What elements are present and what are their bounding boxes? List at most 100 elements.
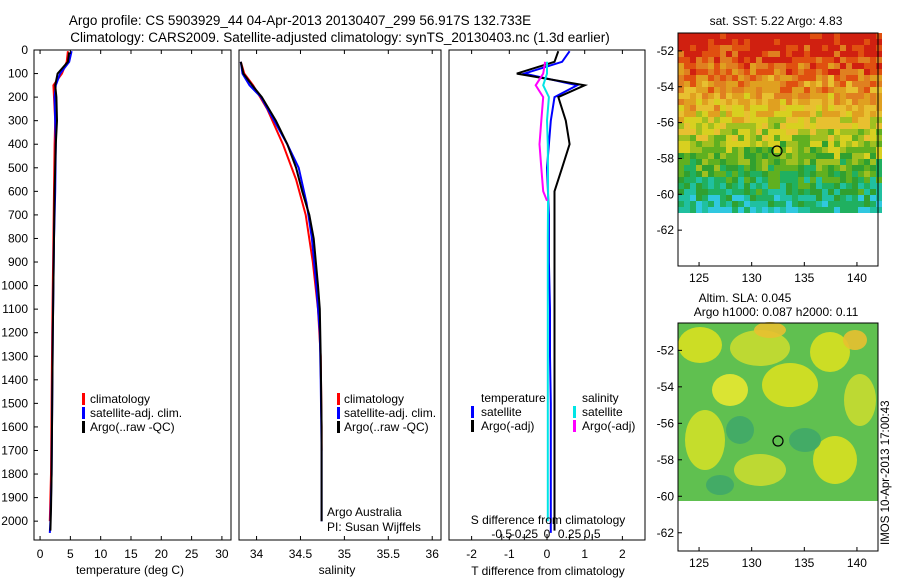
sst-cell — [798, 141, 804, 147]
sst-cell — [810, 171, 816, 177]
sst-cell — [768, 207, 774, 213]
sst-cell — [720, 69, 726, 75]
sst-cell — [720, 183, 726, 189]
sst-cell — [858, 87, 864, 93]
sst-cell — [702, 141, 708, 147]
series-line — [239, 61, 323, 451]
sst-cell — [852, 87, 858, 93]
sst-cell — [816, 195, 822, 201]
sst-cell — [834, 33, 840, 39]
sst-cell — [738, 69, 744, 75]
sst-cell — [846, 87, 852, 93]
sst-cell — [684, 141, 690, 147]
x-tick-label: 10 — [94, 547, 108, 561]
sst-cell — [840, 69, 846, 75]
sst-cell — [846, 129, 852, 135]
sst-cell — [822, 207, 828, 213]
sst-cell — [828, 135, 834, 141]
sst-cell — [780, 57, 786, 63]
sst-cell — [780, 201, 786, 207]
sst-cell — [774, 75, 780, 81]
sst-cell — [858, 207, 864, 213]
x-tick-label: 36 — [426, 547, 440, 561]
sst-cell — [840, 153, 846, 159]
sst-cell — [708, 123, 714, 129]
sst-cell — [786, 69, 792, 75]
sst-cell — [696, 51, 702, 57]
sst-cell — [822, 123, 828, 129]
sst-cell — [690, 171, 696, 177]
sst-cell — [834, 75, 840, 81]
sst-cell — [870, 159, 876, 165]
sst-cell — [708, 45, 714, 51]
sst-cell — [714, 189, 720, 195]
sla-anomaly-region — [730, 330, 790, 366]
sla-anomaly-region — [813, 436, 857, 484]
sst-cell — [738, 111, 744, 117]
y-tick-label: 1000 — [1, 279, 28, 293]
sst-cell — [714, 153, 720, 159]
sst-cell — [822, 57, 828, 63]
sst-cell — [786, 135, 792, 141]
x-tick-label: 5 — [67, 547, 74, 561]
series-line — [239, 61, 323, 522]
sst-cell — [744, 117, 750, 123]
sst-cell — [690, 141, 696, 147]
sst-cell — [732, 93, 738, 99]
sst-cell — [822, 111, 828, 117]
sst-cell — [846, 183, 852, 189]
sst-map-title: sat. SST: 5.22 Argo: 4.83 — [710, 14, 843, 28]
sst-cell — [870, 147, 876, 153]
sst-cell — [708, 207, 714, 213]
sst-cell — [732, 159, 738, 165]
sst-cell — [720, 33, 726, 39]
sst-cell — [780, 69, 786, 75]
legend-swatch-argo — [82, 421, 85, 433]
sst-cell — [768, 159, 774, 165]
sst-cell — [750, 81, 756, 87]
sst-cell — [858, 105, 864, 111]
sst-cell — [798, 177, 804, 183]
s-difference-xlabel: S difference from climatology — [471, 513, 626, 527]
sst-cell — [828, 129, 834, 135]
sla-anomaly-region — [712, 374, 748, 406]
sst-cell — [708, 33, 714, 39]
sst-cell — [756, 153, 762, 159]
sst-cell — [750, 33, 756, 39]
sst-cell — [726, 33, 732, 39]
sst-cell — [696, 99, 702, 105]
sst-cell — [864, 45, 870, 51]
sst-cell — [738, 51, 744, 57]
sst-cell — [858, 201, 864, 207]
sst-cell — [816, 183, 822, 189]
sst-cell — [690, 111, 696, 117]
sst-cell — [804, 135, 810, 141]
sst-cell — [816, 129, 822, 135]
sst-cell — [762, 87, 768, 93]
sst-cell — [726, 201, 732, 207]
sst-cell — [864, 171, 870, 177]
sst-cell — [762, 201, 768, 207]
sst-cell — [834, 57, 840, 63]
sst-cell — [780, 33, 786, 39]
sst-cell — [852, 69, 858, 75]
sst-cell — [816, 189, 822, 195]
sst-cell — [750, 183, 756, 189]
sst-cell — [858, 135, 864, 141]
sst-cell — [798, 123, 804, 129]
sst-cell — [864, 39, 870, 45]
sst-cell — [750, 39, 756, 45]
sst-cell — [816, 141, 822, 147]
sst-cell — [714, 63, 720, 69]
sst-cell — [792, 45, 798, 51]
sst-cell — [738, 189, 744, 195]
sst-cell — [798, 33, 804, 39]
sst-cell — [858, 123, 864, 129]
sst-cell — [804, 45, 810, 51]
sst-cell — [744, 195, 750, 201]
sst-cell — [750, 207, 756, 213]
sst-cell — [690, 201, 696, 207]
legend-swatch-salinity-argo — [573, 420, 576, 432]
sst-cell — [828, 147, 834, 153]
sst-cell — [798, 111, 804, 117]
